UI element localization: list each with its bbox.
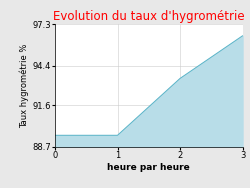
Y-axis label: Taux hygrométrie %: Taux hygrométrie % [20, 43, 29, 128]
Title: Evolution du taux d'hygrométrie: Evolution du taux d'hygrométrie [53, 10, 244, 23]
X-axis label: heure par heure: heure par heure [108, 163, 190, 172]
